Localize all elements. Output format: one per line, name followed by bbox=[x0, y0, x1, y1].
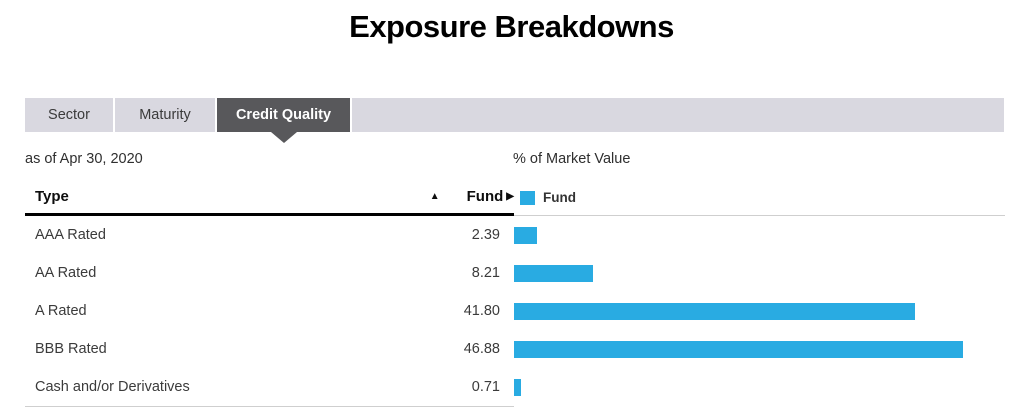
tab-sector[interactable]: Sector bbox=[25, 98, 115, 132]
tab-bar: Sector Maturity Credit Quality bbox=[25, 98, 1004, 143]
bar-row bbox=[514, 330, 1005, 368]
row-type-label: AA Rated bbox=[35, 265, 97, 281]
row-type-label: Cash and/or Derivatives bbox=[35, 379, 190, 395]
chart-plot-area bbox=[514, 216, 1005, 406]
fund-sort-caret-icon: ▶ bbox=[506, 190, 514, 202]
table-row: AAA Rated 2.39 bbox=[25, 216, 514, 254]
exposure-bar-chart: Fund bbox=[514, 180, 1005, 406]
bar-row bbox=[514, 216, 1005, 254]
tab-credit-quality[interactable]: Credit Quality bbox=[217, 98, 352, 143]
row-type-label: BBB Rated bbox=[35, 341, 107, 357]
row-fund-value: 46.88 bbox=[463, 341, 500, 357]
table-row: A Rated 41.80 bbox=[25, 292, 514, 330]
row-fund-value: 2.39 bbox=[471, 227, 500, 243]
table-header-row: Type ▲ Fund ▶ bbox=[25, 180, 514, 216]
column-header-fund[interactable]: Fund ▶ bbox=[467, 188, 514, 205]
fund-bar bbox=[514, 378, 521, 396]
as-of-date: as of Apr 30, 2020 bbox=[25, 151, 143, 167]
chart-axis-title: % of Market Value bbox=[513, 151, 631, 167]
fund-bar bbox=[514, 302, 915, 320]
table-row: BBB Rated 46.88 bbox=[25, 330, 514, 368]
sort-ascending-icon[interactable]: ▲ bbox=[429, 190, 440, 202]
bar-row bbox=[514, 368, 1005, 406]
active-tab-pointer bbox=[270, 132, 297, 143]
row-type-label: AAA Rated bbox=[35, 227, 106, 243]
fund-bar bbox=[514, 264, 593, 282]
page-title: Exposure Breakdowns bbox=[349, 9, 674, 44]
legend-swatch-icon bbox=[520, 190, 535, 205]
table-body: AAA Rated 2.39 AA Rated 8.21 A Rated 41.… bbox=[25, 216, 514, 407]
fund-bar bbox=[514, 340, 964, 358]
table-row: Cash and/or Derivatives 0.71 bbox=[25, 368, 514, 406]
row-fund-value: 0.71 bbox=[471, 379, 500, 395]
fund-bar bbox=[514, 226, 537, 244]
legend-label: Fund bbox=[543, 190, 576, 205]
column-header-type[interactable]: Type bbox=[35, 188, 69, 205]
table-row: AA Rated 8.21 bbox=[25, 254, 514, 292]
row-type-label: A Rated bbox=[35, 303, 87, 319]
chart-legend: Fund bbox=[514, 180, 1005, 216]
column-header-fund-label: Fund bbox=[466, 188, 504, 205]
row-fund-value: 8.21 bbox=[471, 265, 500, 281]
row-fund-value: 41.80 bbox=[463, 303, 500, 319]
bar-row bbox=[514, 292, 1005, 330]
tab-sector-label: Sector bbox=[48, 107, 90, 123]
bar-row bbox=[514, 254, 1005, 292]
tab-credit-quality-label: Credit Quality bbox=[235, 107, 332, 123]
tab-maturity-label: Maturity bbox=[139, 107, 191, 123]
exposure-table: Type ▲ Fund ▶ AAA Rated 2.39 AA Rated 8.… bbox=[25, 180, 514, 407]
tab-maturity[interactable]: Maturity bbox=[115, 98, 217, 132]
